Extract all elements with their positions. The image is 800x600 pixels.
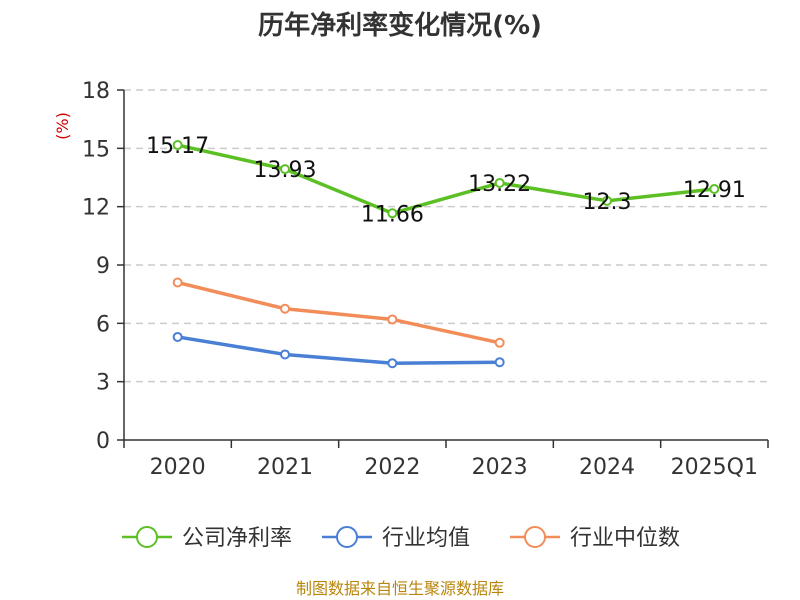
x-tick-label: 2025Q1 xyxy=(671,455,758,480)
data-point xyxy=(387,358,398,369)
series-points xyxy=(172,140,720,369)
data-point xyxy=(709,183,720,194)
data-point xyxy=(280,303,290,314)
data-point xyxy=(172,277,183,288)
x-tick-labels: 2020 2021 2022 2023 2024 2025Q1 xyxy=(150,455,758,480)
series-lines xyxy=(177,143,715,365)
axes xyxy=(117,89,769,448)
legend-label: 公司净利率 xyxy=(182,526,292,551)
y-tick-label: 9 xyxy=(96,254,110,279)
data-point xyxy=(494,337,505,348)
data-label: 15.17 xyxy=(146,134,209,159)
data-label: 12.91 xyxy=(683,178,746,203)
data-point xyxy=(494,177,505,188)
source-note: 制图数据来自恒生聚源数据库 xyxy=(296,579,504,598)
data-point xyxy=(602,195,612,206)
series-line-2 xyxy=(177,280,501,345)
data-label: 13.93 xyxy=(254,158,317,183)
data-point xyxy=(280,164,290,175)
data-label: 11.66 xyxy=(361,202,424,227)
data-point xyxy=(172,140,183,151)
gridlines xyxy=(124,89,768,383)
data-label: 13.22 xyxy=(468,172,531,197)
data-point xyxy=(494,357,505,368)
data-point xyxy=(280,349,290,360)
y-tick-label: 15 xyxy=(82,137,110,162)
y-tick-label: 6 xyxy=(96,312,110,337)
data-point xyxy=(172,331,183,342)
x-tick-label: 2020 xyxy=(150,455,206,480)
x-tick-label: 2022 xyxy=(364,455,420,480)
y-tick-label: 3 xyxy=(96,371,110,396)
data-labels: 15.17 13.93 11.66 13.22 12.3 12.91 xyxy=(146,134,746,227)
chart-title: 历年净利率变化情况(%) xyxy=(258,10,542,41)
series-line-0 xyxy=(177,143,715,216)
data-label: 12.3 xyxy=(583,190,632,215)
y-tick-label: 12 xyxy=(82,196,110,221)
legend-marker xyxy=(336,526,358,548)
legend-marker xyxy=(136,526,158,548)
legend-label: 行业中位数 xyxy=(570,526,680,551)
legend-label: 行业均值 xyxy=(382,526,470,551)
series-line-1 xyxy=(177,335,500,365)
legend-marker xyxy=(524,526,546,548)
y-tick-labels: 0 3 6 9 12 15 18 xyxy=(82,79,110,454)
legend: 公司净利率 行业均值 行业中位数 xyxy=(122,526,680,551)
data-point xyxy=(387,314,398,325)
x-tick-label: 2021 xyxy=(257,455,313,480)
y-tick-label: 18 xyxy=(82,79,110,104)
y-axis-unit-label: (%) xyxy=(53,112,72,140)
x-tick-label: 2023 xyxy=(472,455,528,480)
y-tick-label: 0 xyxy=(96,429,110,454)
x-tick-label: 2024 xyxy=(579,455,635,480)
data-point xyxy=(387,208,398,219)
